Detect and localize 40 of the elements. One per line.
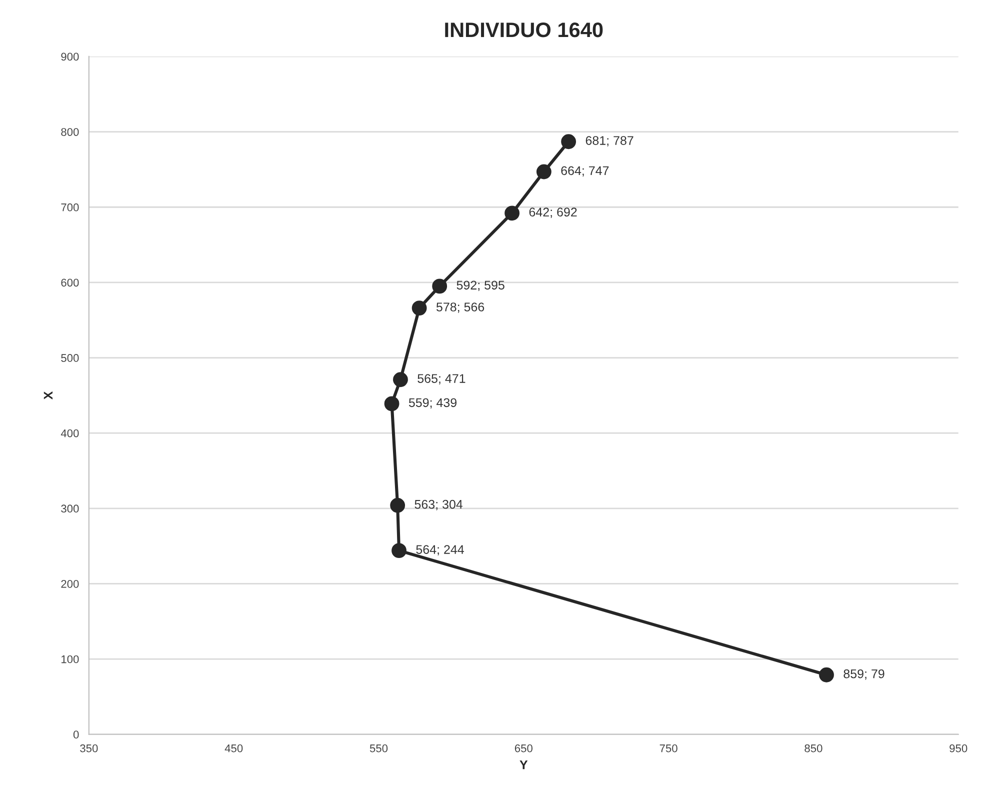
point — [536, 164, 552, 180]
point — [504, 206, 520, 221]
point — [432, 278, 448, 294]
y-tick-label: 100 — [62, 655, 79, 664]
point — [384, 396, 400, 412]
y-tick-label: 600 — [61, 278, 79, 287]
data-label: 859; 79 — [844, 669, 884, 680]
y-tick-label: 400 — [60, 429, 79, 438]
point — [412, 300, 427, 316]
data-label: 563; 304 — [414, 500, 463, 510]
y-axis-title: X — [44, 391, 53, 400]
y-tick-label: 700 — [61, 203, 79, 212]
x-tick-label: 450 — [224, 744, 243, 752]
data-label: 565; 471 — [418, 374, 466, 384]
data-label: 559; 439 — [408, 398, 457, 409]
data-label: 564; 244 — [416, 545, 464, 556]
point — [819, 667, 834, 682]
y-tick-label: 0 — [73, 730, 79, 739]
x-tick-label: 350 — [80, 744, 98, 752]
x-tick-label: 750 — [660, 744, 678, 752]
y-tick-label: 300 — [61, 504, 79, 513]
point — [390, 498, 406, 513]
point — [393, 372, 408, 388]
data-label: 642; 692 — [529, 208, 577, 218]
data-label: 592; 595 — [456, 280, 504, 292]
y-tick-label: 800 — [61, 128, 79, 136]
y-tick-label: 500 — [61, 354, 79, 362]
data-label: 578; 566 — [436, 302, 484, 313]
x-tick-label: 950 — [950, 744, 968, 752]
y-tick-label: 900 — [61, 52, 79, 61]
chart-title: INDIVIDUO 1640 — [445, 22, 603, 38]
point — [561, 134, 576, 150]
x-tick-label: 850 — [804, 744, 822, 752]
data-label: 681; 787 — [586, 136, 634, 146]
x-axis-title: Y — [520, 760, 528, 770]
x-tick-label: 550 — [370, 744, 388, 752]
y-tick-label: 200 — [61, 580, 79, 588]
point — [392, 543, 406, 558]
data-label: 664; 747 — [561, 166, 609, 177]
x-tick-label: 650 — [514, 744, 532, 752]
